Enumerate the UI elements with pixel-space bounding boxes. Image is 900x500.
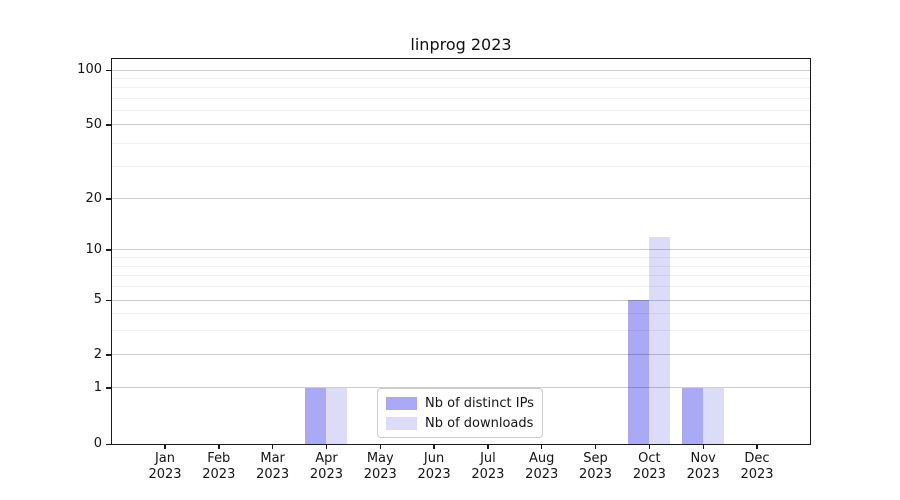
y-gridline-major: [112, 354, 810, 356]
y-tick: [106, 69, 111, 71]
y-tick: [106, 443, 111, 445]
x-tick: [541, 445, 543, 449]
y-gridline-minor: [112, 330, 810, 332]
y-gridline-major: [112, 124, 810, 126]
x-tick: [648, 445, 651, 449]
x-tick-label: Oct 2023: [617, 451, 681, 483]
x-tick: [433, 445, 435, 449]
y-tick: [106, 124, 111, 126]
x-tick: [594, 445, 597, 449]
legend-swatch: [386, 416, 417, 430]
x-tick-label: Aug 2023: [510, 451, 574, 483]
bar-downloads-nov: [703, 387, 725, 444]
y-tick: [106, 387, 111, 389]
y-tick-label: 2: [93, 346, 102, 362]
x-tick: [164, 445, 166, 449]
x-tick-month: Oct: [638, 451, 661, 466]
x-tick-label: Jun 2023: [402, 451, 466, 483]
x-tick-month: Dec: [744, 451, 770, 466]
x-tick-month: Mar: [260, 451, 285, 466]
bar-distinct-ips-apr: [305, 387, 327, 444]
bar-distinct-ips-oct: [628, 300, 650, 444]
y-tick-label: 10: [85, 241, 102, 257]
x-tick-month: May: [366, 451, 394, 466]
y-gridline-minor: [112, 275, 810, 277]
y-gridline-minor: [112, 97, 810, 99]
x-tick-label: Dec 2023: [725, 451, 789, 483]
y-gridline-minor: [112, 110, 810, 112]
x-tick: [218, 445, 220, 449]
legend-label: Nb of distinct IPs: [425, 395, 534, 411]
x-tick-year: 2023: [417, 467, 451, 482]
legend-entry: Nb of distinct IPs: [378, 393, 542, 413]
y-gridline-major: [112, 198, 810, 200]
x-tick-month: Jan: [154, 451, 176, 466]
y-gridline-minor: [112, 265, 810, 267]
x-tick-year: 2023: [578, 467, 613, 482]
y-tick-label: 100: [77, 62, 102, 77]
legend-entry: Nb of downloads: [378, 413, 542, 433]
x-tick-label: Mar 2023: [241, 451, 305, 483]
x-tick-year: 2023: [148, 467, 182, 482]
x-tick: [702, 445, 704, 449]
plot-area: Nb of distinct IPs Nb of downloads: [111, 58, 811, 445]
x-tick-label: Sep 2023: [564, 451, 628, 483]
legend-label: Nb of downloads: [425, 415, 534, 431]
bar-downloads-oct: [649, 236, 671, 444]
y-gridline-minor: [112, 142, 810, 144]
bar-downloads-apr: [326, 387, 348, 444]
y-tick: [106, 299, 111, 301]
x-tick-month: Apr: [315, 451, 338, 466]
x-tick-year: 2023: [632, 467, 666, 482]
x-tick-label: Apr 2023: [294, 451, 358, 483]
x-tick-label: Jan 2023: [133, 451, 197, 483]
x-tick-label: Feb 2023: [187, 451, 251, 483]
x-tick: [325, 445, 328, 449]
y-tick: [106, 198, 111, 200]
x-tick-label: Nov 2023: [671, 451, 735, 483]
chart-title: linprog 2023: [410, 35, 512, 54]
x-tick-year: 2023: [686, 467, 720, 482]
x-tick-month: Feb: [207, 451, 231, 466]
x-tick-year: 2023: [363, 467, 397, 482]
legend: Nb of distinct IPs Nb of downloads: [377, 388, 543, 438]
x-tick-year: 2023: [471, 467, 505, 482]
y-gridline-minor: [112, 257, 810, 259]
x-tick-month: Jul: [480, 451, 496, 466]
x-tick-month: Sep: [583, 451, 608, 466]
x-tick: [272, 445, 274, 449]
x-tick: [487, 445, 489, 449]
x-tick-label: May 2023: [348, 451, 412, 483]
x-tick-year: 2023: [202, 467, 236, 482]
x-tick: [379, 445, 381, 449]
y-tick-label: 1: [93, 379, 102, 395]
x-tick-month: Aug: [529, 451, 555, 466]
x-tick-month: Nov: [690, 451, 716, 466]
x-tick-year: 2023: [740, 467, 774, 482]
y-gridline-major: [112, 249, 810, 251]
y-tick: [106, 249, 111, 251]
y-tick-label: 50: [85, 116, 102, 132]
y-gridline-minor: [112, 77, 810, 79]
x-tick-label: Jul 2023: [456, 451, 520, 483]
y-tick-label: 20: [85, 190, 102, 206]
y-tick-label: 5: [93, 292, 102, 307]
bar-distinct-ips-nov: [682, 387, 704, 444]
y-gridline-minor: [112, 312, 810, 314]
y-gridline-minor: [112, 87, 810, 89]
y-gridline-major: [112, 299, 810, 301]
y-tick: [106, 354, 111, 356]
x-tick-year: 2023: [309, 467, 343, 482]
x-tick-month: Jun: [423, 451, 445, 466]
x-tick-year: 2023: [525, 467, 559, 482]
x-tick: [756, 445, 758, 449]
y-gridline-minor: [112, 165, 810, 167]
y-gridline-major: [112, 69, 810, 71]
legend-swatch: [386, 396, 417, 410]
y-tick-label: 0: [93, 436, 102, 451]
x-tick-year: 2023: [256, 467, 290, 482]
y-gridline-minor: [112, 286, 810, 288]
